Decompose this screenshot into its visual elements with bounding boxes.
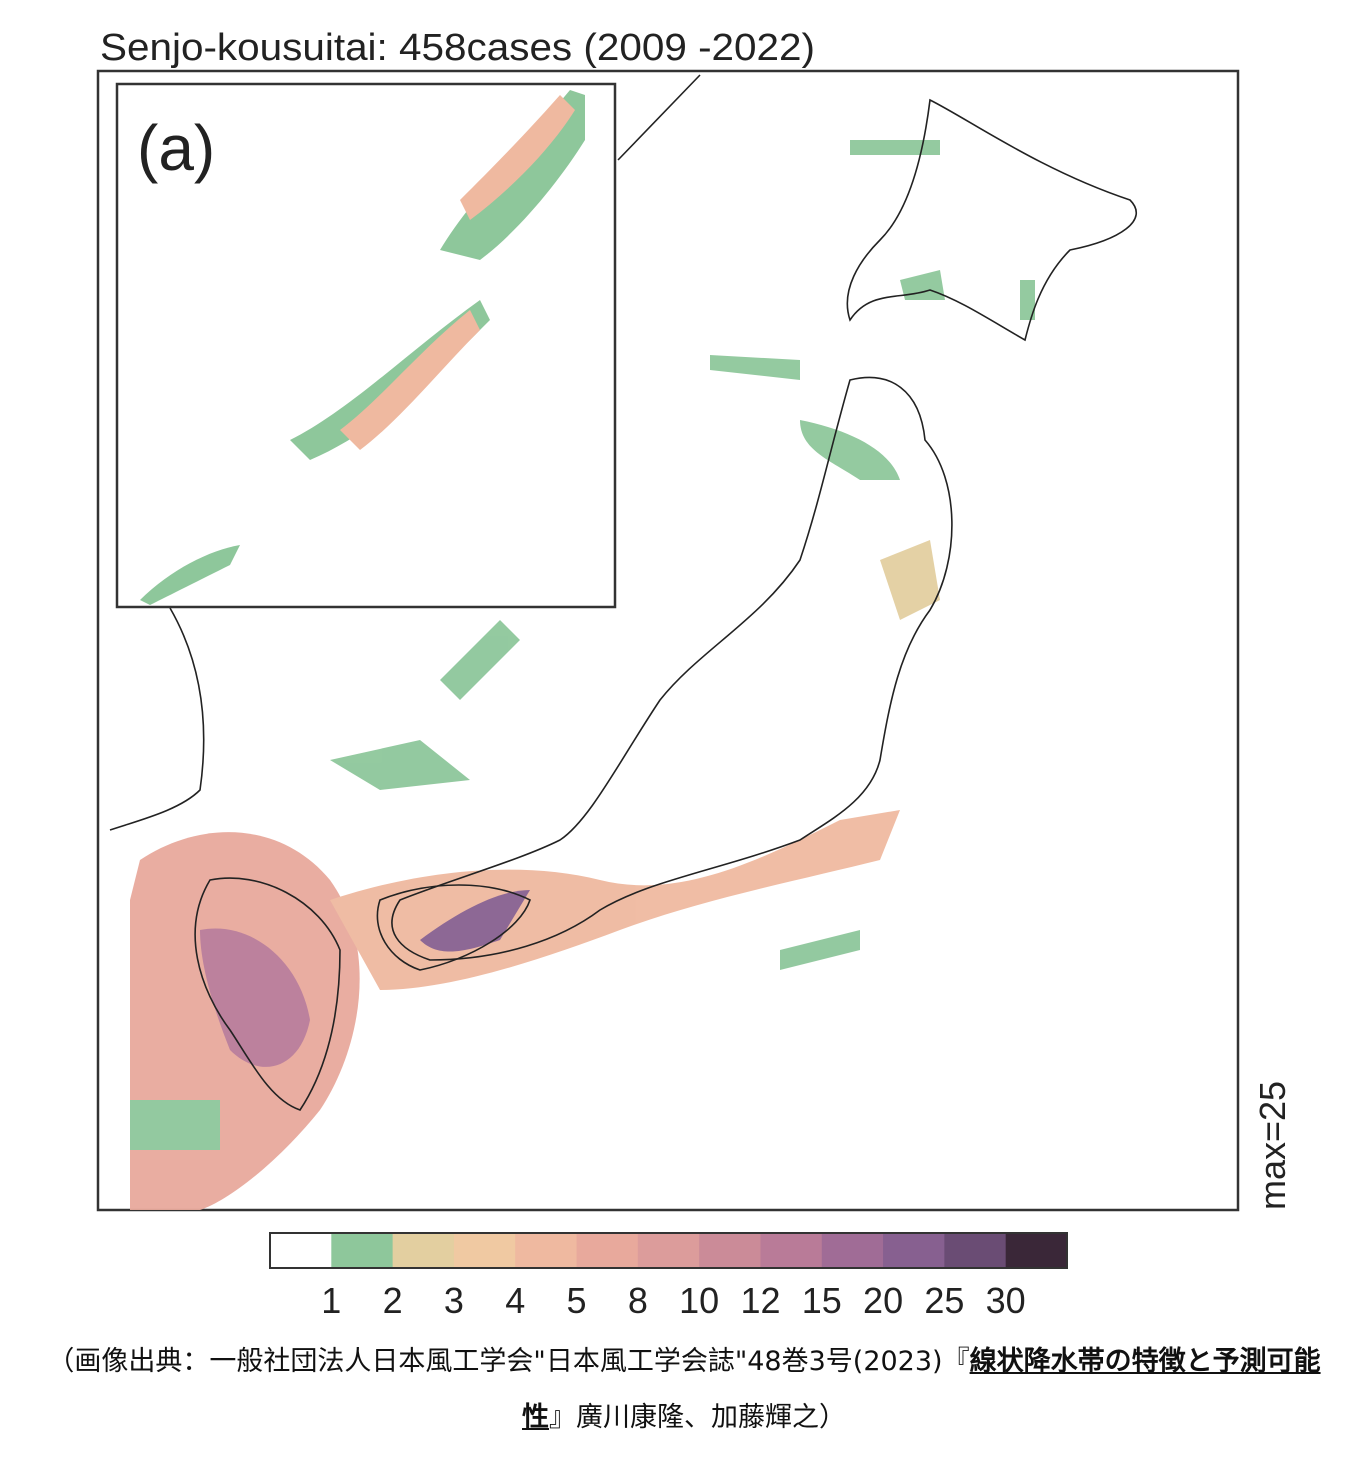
colorbar-tick-label: 20 — [863, 1280, 903, 1321]
colorbar-tick-label: 30 — [986, 1280, 1026, 1321]
colorbar-tick-label: 15 — [802, 1280, 842, 1321]
panel-label: (a) — [137, 112, 215, 184]
colorbar-swatch — [1005, 1233, 1068, 1268]
map-precip — [130, 140, 1035, 1210]
caption-suffix: 』廣川康隆、加藤輝之） — [549, 1402, 846, 1433]
colorbar-swatch — [331, 1233, 394, 1268]
colorbar-swatch — [576, 1233, 639, 1268]
colorbar-swatch — [944, 1233, 1007, 1268]
colorbar-swatch — [760, 1233, 823, 1268]
colorbar-tick-label: 12 — [740, 1280, 780, 1321]
colorbar-tick-label: 25 — [924, 1280, 964, 1321]
colorbar-swatch — [883, 1233, 945, 1268]
inset-precip — [140, 90, 585, 605]
caption: （画像出典：一般社団法人日本風工学会"日本風工学会誌"48巻3号(2023)『線… — [40, 1334, 1328, 1446]
colorbar-tick-label: 3 — [444, 1280, 464, 1321]
max-label: max=25 — [1252, 1081, 1293, 1210]
map-figure: Senjo-kousuitai: 458cases (2009 -2022) (… — [96, 27, 1293, 1321]
colorbar-swatch — [821, 1233, 884, 1268]
colorbar-tick-label: 4 — [505, 1280, 525, 1321]
colorbar-tick-label: 5 — [567, 1280, 587, 1321]
colorbar-tick-label: 10 — [679, 1280, 719, 1321]
colorbar-swatch — [392, 1233, 455, 1268]
coastlines — [109, 74, 1137, 1111]
colorbar: 1 2 3 4 5 8 10 12 15 20 25 30 — [269, 1232, 1068, 1321]
colorbar-tick-label: 2 — [383, 1280, 403, 1321]
map-title: Senjo-kousuitai: 458cases (2009 -2022) — [100, 27, 815, 69]
colorbar-swatch — [515, 1233, 578, 1268]
caption-prefix: （画像出典：一般社団法人日本風工学会"日本風工学会誌"48巻3号(2023)『 — [47, 1346, 970, 1377]
colorbar-tick-label: 8 — [628, 1280, 648, 1321]
colorbar-frame — [269, 1232, 1068, 1269]
colorbar-swatch — [453, 1233, 516, 1268]
colorbar-tick-label: 1 — [321, 1280, 341, 1321]
colorbar-swatch — [699, 1233, 761, 1268]
caption-link[interactable]: 線状降水帯の特徴と予測可能性 — [522, 1346, 1321, 1433]
colorbar-swatch — [270, 1233, 332, 1268]
colorbar-swatch — [637, 1233, 700, 1268]
